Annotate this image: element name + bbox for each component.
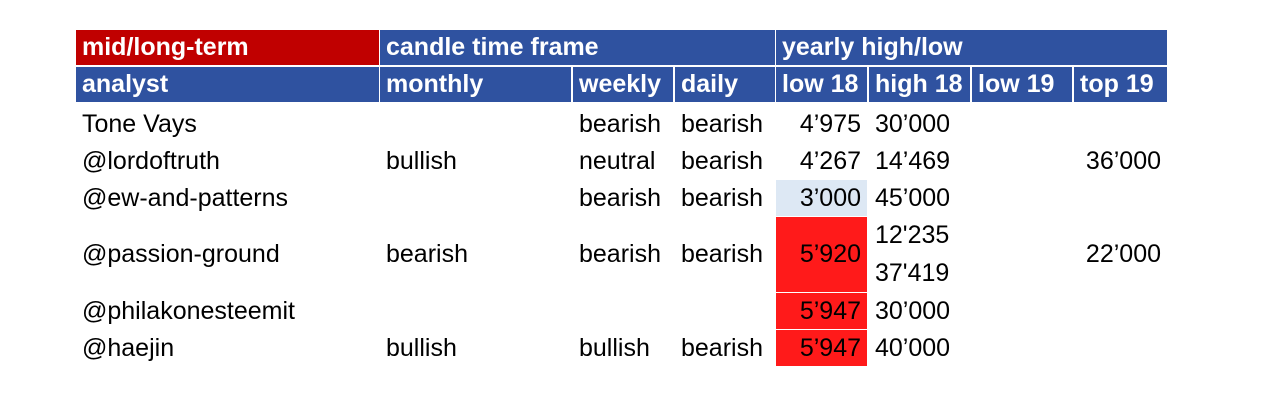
cell-weekly: bearish [579, 240, 661, 268]
cell-weekly: neutral [579, 146, 656, 175]
cell-weekly: bearish [579, 183, 661, 212]
cell-daily: bearish [681, 109, 763, 138]
cell-high-18: 30’000 [875, 296, 951, 325]
col-header-daily: daily [675, 67, 775, 102]
cell-analyst: Tone Vays [82, 109, 197, 138]
group-header-mid-long-term: mid/long-term [76, 30, 379, 65]
cell-top-19: 36’000 [1085, 146, 1161, 175]
cell-high-18: 30’000 [875, 109, 951, 138]
cell-daily: bearish [681, 183, 763, 212]
cell-analyst: @passion-ground [82, 240, 280, 268]
col-header-monthly: monthly [380, 67, 571, 102]
cell-weekly: bearish [579, 109, 661, 138]
cell-high-18: 45’000 [875, 183, 951, 212]
cell-low-18: 5’920 [776, 217, 867, 292]
cell-low-18: 5’947 [776, 330, 867, 366]
cell-top-19: 22’000 [1085, 240, 1161, 268]
cell-analyst: @haejin [82, 333, 175, 362]
cell-daily: bearish [681, 333, 763, 362]
cell-high-18: 12'235 [875, 221, 950, 249]
col-header-analyst: analyst [76, 67, 379, 102]
cell-analyst: @ew-and-patterns [82, 183, 289, 212]
group-header-candle-time-frame: candle time frame [380, 30, 775, 65]
cell-analyst: @lordoftruth [82, 146, 220, 175]
cell-low-18: 3’000 [776, 180, 867, 216]
group-header-yearly-high-low: yearly high/low [776, 30, 1167, 65]
col-header-top-19: top 19 [1074, 67, 1167, 102]
cell-daily: bearish [681, 240, 763, 268]
cell-high-18-second: 37'419 [875, 259, 950, 287]
cell-analyst: @philakonesteemit [82, 296, 295, 325]
cell-low-18: 4’975 [799, 109, 861, 138]
col-header-high-18: high 18 [869, 67, 970, 102]
cell-daily: bearish [681, 146, 763, 175]
cell-high-18: 40’000 [875, 333, 951, 362]
col-header-low-18: low 18 [776, 67, 867, 102]
cell-weekly: bullish [579, 333, 650, 362]
cell-high-18: 14’469 [875, 146, 951, 175]
cell-low-18: 5’947 [776, 293, 867, 329]
cell-low-18: 4’267 [799, 146, 861, 175]
cell-monthly: bullish [386, 146, 457, 175]
col-header-weekly: weekly [573, 67, 673, 102]
col-header-low-19: low 19 [972, 67, 1072, 102]
cell-monthly: bullish [386, 333, 457, 362]
cell-monthly: bearish [386, 240, 468, 268]
